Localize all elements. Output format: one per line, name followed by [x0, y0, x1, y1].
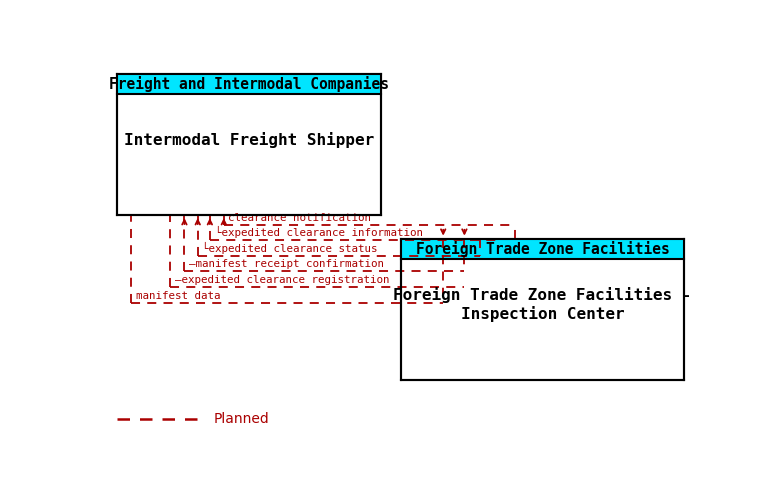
Text: —manifest receipt confirmation: —manifest receipt confirmation: [188, 259, 384, 269]
Text: Intermodal Freight Shipper: Intermodal Freight Shipper: [124, 132, 374, 148]
Text: Planned: Planned: [214, 411, 270, 426]
FancyBboxPatch shape: [117, 74, 381, 215]
Bar: [117, 74, 381, 94]
Text: └expedited clearance information: └expedited clearance information: [215, 226, 423, 238]
FancyBboxPatch shape: [401, 238, 684, 380]
Text: clearance notification: clearance notification: [228, 213, 371, 223]
Bar: [401, 238, 684, 259]
Text: └expedited clearance status: └expedited clearance status: [202, 241, 378, 254]
Text: Freight and Intermodal Companies: Freight and Intermodal Companies: [109, 76, 389, 92]
Text: —expedited clearance registration: —expedited clearance registration: [174, 275, 389, 285]
Text: manifest data: manifest data: [136, 291, 221, 301]
Text: Foreign Trade Zone Facilities -
Inspection Center: Foreign Trade Zone Facilities - Inspecti…: [393, 287, 692, 322]
Text: Foreign Trade Zone Facilities: Foreign Trade Zone Facilities: [416, 240, 669, 257]
